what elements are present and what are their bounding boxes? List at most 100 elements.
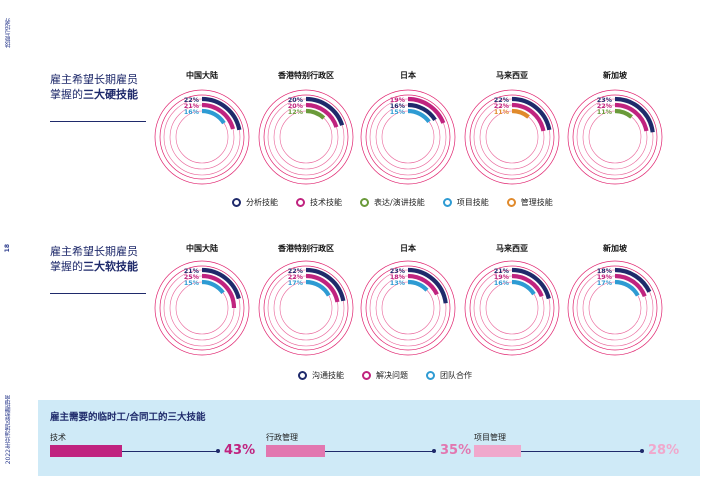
soft-value-label: 21% [184, 268, 200, 275]
soft-legend-label: 解决问题 [376, 371, 408, 380]
hard-value-label: 19% [390, 97, 406, 104]
soft-value-label: 19% [597, 274, 613, 281]
decorative-ring [258, 260, 354, 356]
hard-region-title: 中国大陆 [186, 71, 218, 80]
temp-skill-value: 43% [224, 443, 256, 458]
soft-value-label: 21% [494, 268, 510, 275]
soft-arc-3 [614, 279, 640, 297]
hard-donut-3: 19%16%15% [360, 89, 456, 185]
legend-dot-icon [442, 198, 452, 207]
temp-skills-panel: 雇主需要的临时工/合同工的三大技能 技术 43% 行政管理 35% 项目管理 28% [38, 400, 700, 476]
soft-region-title: 新加坡 [603, 244, 627, 253]
soft-donut-4: 21%19%16% [464, 260, 560, 356]
hard-skills-heading-line1: 雇主希望长期雇员 [50, 73, 138, 86]
temp-skill-label: 项目管理 [474, 433, 506, 442]
soft-value-label: 22% [288, 274, 304, 281]
hard-legend-label: 项目技能 [456, 198, 489, 207]
soft-donut-1: 21%25%15% [154, 260, 250, 356]
ring-track [588, 110, 642, 164]
soft-value-label: 17% [597, 280, 613, 287]
hard-value-label: 12% [288, 109, 304, 116]
temp-skill-value: 28% [648, 443, 680, 458]
hard-legend-item: 技术技能 [296, 197, 342, 208]
hard-arc-1 [511, 96, 552, 131]
soft-region-title: 香港特别行政区 [278, 244, 334, 253]
hard-skills-heading-bold: 三大硬技能 [83, 88, 138, 101]
hard-region-title: 香港特别行政区 [278, 71, 334, 80]
sidebar-bottom-text: 2022年亚洲地区薪酬指南 [5, 395, 12, 465]
temp-skill-bar [50, 445, 123, 457]
page-number: 18 [4, 244, 11, 253]
decorative-ring [365, 94, 451, 180]
decorative-ring [263, 265, 349, 351]
decorative-ring [154, 89, 250, 185]
hard-arc-2 [407, 102, 437, 122]
soft-legend-item: 沟通技能 [298, 370, 344, 381]
temp-skills-title: 雇主需要的临时工/合同工的三大技能 [50, 412, 206, 423]
hard-value-label: 16% [390, 103, 406, 110]
hard-skills-heading: 雇主希望长期雇员 掌握的三大硬技能 [50, 72, 138, 102]
hard-value-label: 20% [288, 97, 304, 104]
soft-value-label: 18% [597, 268, 613, 275]
ring-track [485, 110, 539, 164]
hard-arc-2 [305, 102, 339, 128]
soft-value-label: 15% [184, 280, 200, 287]
hard-arc-3 [614, 108, 633, 119]
hard-legend-label: 分析技能 [246, 198, 278, 207]
legend-dot-icon [232, 198, 241, 207]
soft-arc-3 [407, 279, 429, 292]
hard-arc-2 [201, 102, 236, 130]
soft-skills-heading-line2: 掌握的三大软技能 [50, 259, 138, 274]
soft-skills-divider [50, 293, 146, 294]
soft-arc-2 [305, 273, 340, 303]
soft-arc-1 [201, 267, 241, 300]
hard-skills-legend: 分析技能 技术技能 表达/演讲技能 项目技能 管理技能 [232, 197, 571, 208]
decorative-ring [469, 94, 555, 180]
hard-arc-2 [511, 102, 546, 132]
soft-legend-label: 团队合作 [440, 371, 472, 380]
temp-skill-label: 技术 [50, 433, 66, 442]
decorative-ring [567, 260, 663, 356]
temp-skill-end-dot [432, 449, 436, 453]
soft-skills-heading-prefix: 掌握的 [50, 260, 83, 273]
hard-legend-label: 技术技能 [310, 198, 342, 207]
temp-skill-end-dot [640, 449, 644, 453]
decorative-ring [258, 89, 354, 185]
hard-arc-2 [614, 102, 649, 132]
soft-value-label: 16% [494, 280, 510, 287]
soft-skills-legend: 沟通技能 解决问题 团队合作 [298, 370, 490, 381]
soft-arc-2 [614, 273, 647, 298]
soft-arc-1 [305, 267, 346, 302]
soft-legend-item: 团队合作 [426, 370, 472, 381]
soft-legend-label: 沟通技能 [312, 371, 344, 380]
hard-donut-2: 20%20%12% [258, 89, 354, 185]
soft-value-label: 25% [184, 274, 200, 281]
hard-legend-item: 表达/演讲技能 [360, 197, 425, 208]
legend-dot-icon [360, 198, 369, 207]
soft-skills-heading-line1: 雇主希望长期雇员 [50, 245, 138, 258]
hard-value-label: 20% [288, 103, 304, 110]
hard-arc-1 [407, 96, 446, 124]
ring-track [279, 110, 333, 164]
decorative-ring [464, 260, 560, 356]
hard-legend-item: 管理技能 [506, 197, 553, 208]
decorative-ring [365, 265, 451, 351]
hard-arc-3 [511, 108, 530, 119]
hard-arc-1 [614, 96, 655, 133]
hard-region-title: 日本 [400, 71, 416, 80]
hard-donut-1: 22%21%16% [154, 89, 250, 185]
hard-legend-item: 项目技能 [442, 197, 489, 208]
temp-skill-bar [474, 445, 522, 457]
hard-value-label: 21% [184, 103, 200, 110]
soft-region-title: 中国大陆 [186, 244, 218, 253]
soft-arc-3 [201, 279, 225, 295]
decorative-ring [263, 94, 349, 180]
hard-value-label: 22% [494, 97, 510, 104]
soft-region-title: 马来西亚 [496, 244, 528, 253]
soft-value-label: 17% [288, 280, 304, 287]
soft-arc-2 [511, 273, 544, 298]
temp-skill-label: 行政管理 [266, 433, 298, 442]
temp-skill-value: 35% [440, 443, 472, 458]
soft-skills-heading-bold: 三大软技能 [83, 260, 138, 273]
hard-donut-4: 22%22%11% [464, 89, 560, 185]
